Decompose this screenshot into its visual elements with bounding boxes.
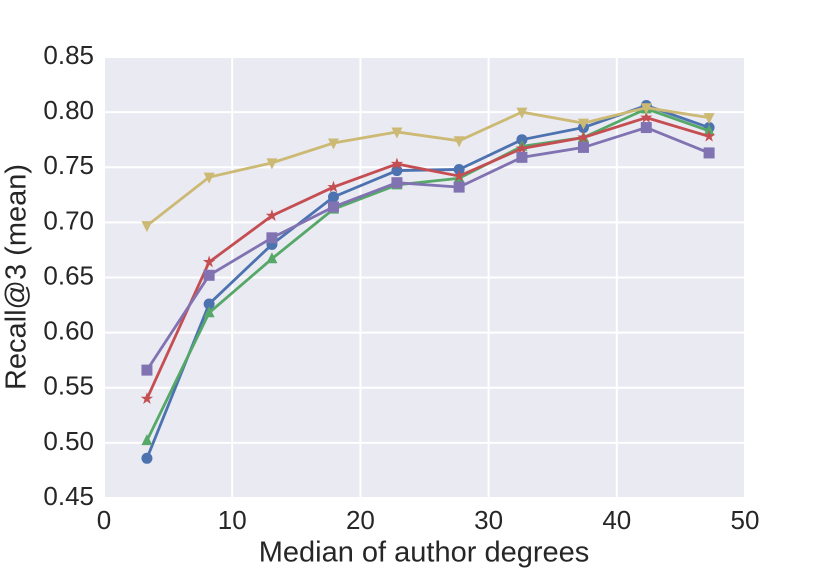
marker	[266, 232, 278, 244]
marker	[516, 151, 528, 163]
marker	[327, 180, 340, 193]
x-tick-label: 30	[474, 505, 503, 535]
marker	[391, 127, 403, 139]
marker	[203, 306, 215, 318]
marker	[202, 255, 216, 268]
y-tick-label: 0.45	[43, 481, 94, 511]
marker	[327, 201, 339, 213]
marker	[577, 141, 589, 153]
marker	[327, 191, 339, 203]
x-tick-label: 0	[97, 505, 111, 535]
marker	[703, 124, 715, 136]
series-line	[145, 126, 710, 371]
x-axis-label: Median of author degrees	[259, 537, 590, 569]
marker	[327, 138, 339, 150]
marker	[141, 221, 153, 233]
marker	[516, 134, 528, 146]
marker	[203, 298, 215, 310]
marker	[453, 136, 465, 148]
marker	[141, 434, 153, 446]
marker	[453, 163, 465, 175]
marker	[703, 147, 715, 159]
x-tick-label: 20	[346, 505, 375, 535]
y-axis-label: Recall@3 (mean)	[1, 164, 33, 390]
y-tick-label: 0.65	[43, 260, 94, 290]
marker	[390, 157, 404, 170]
marker	[640, 111, 653, 123]
series-line	[145, 116, 710, 400]
x-tick-label: 50	[731, 505, 760, 535]
marker	[703, 113, 715, 125]
marker	[141, 364, 153, 376]
y-tick-label: 0.80	[43, 95, 94, 125]
marker	[640, 103, 652, 115]
marker	[452, 169, 466, 182]
marker	[266, 252, 278, 264]
marker	[266, 158, 278, 170]
marker	[141, 452, 153, 464]
marker	[203, 269, 215, 281]
marker	[516, 107, 528, 119]
marker	[265, 209, 279, 222]
marker	[702, 129, 716, 142]
x-tick-label: 40	[602, 505, 631, 535]
y-tick-label: 0.85	[43, 40, 94, 70]
x-tick-label: 10	[218, 505, 247, 535]
marker	[140, 392, 154, 405]
marker	[391, 177, 403, 189]
marker	[640, 122, 652, 134]
series-line	[145, 107, 710, 442]
y-tick-label: 0.75	[43, 150, 94, 180]
y-tick-label: 0.55	[43, 371, 94, 401]
marker	[203, 172, 215, 184]
series-line	[146, 106, 710, 227]
y-tick-label: 0.50	[43, 426, 94, 456]
marker	[577, 118, 589, 130]
marker	[515, 142, 529, 154]
marker	[577, 130, 590, 143]
y-tick-label: 0.70	[43, 205, 94, 235]
marker	[453, 181, 465, 193]
y-tick-label: 0.60	[43, 316, 94, 346]
